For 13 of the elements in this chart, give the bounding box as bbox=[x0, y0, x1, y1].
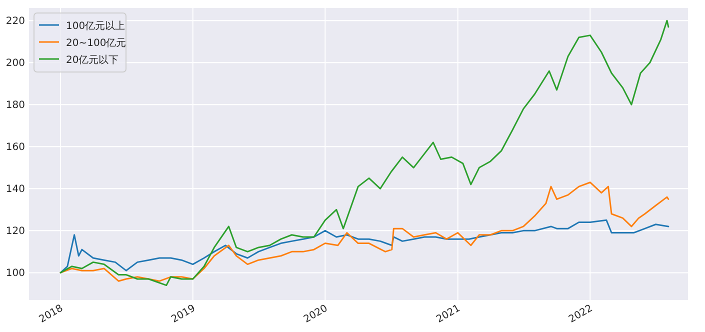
legend-label: 20~100亿元 bbox=[66, 38, 126, 49]
y-tick-label: 120 bbox=[6, 226, 25, 238]
line-series bbox=[60, 20, 670, 286]
y-tick-label: 220 bbox=[6, 16, 25, 28]
y-tick-label: 180 bbox=[6, 100, 25, 112]
y-tick-label: 140 bbox=[6, 184, 25, 196]
y-tick-label: 160 bbox=[6, 142, 25, 154]
legend-label: 100亿元以上 bbox=[66, 20, 126, 32]
y-tick-label: 100 bbox=[6, 268, 25, 280]
y-tick-label: 200 bbox=[6, 58, 25, 70]
legend-label: 20亿元以下 bbox=[66, 54, 119, 66]
line-series bbox=[60, 182, 670, 282]
line-series bbox=[60, 219, 670, 274]
